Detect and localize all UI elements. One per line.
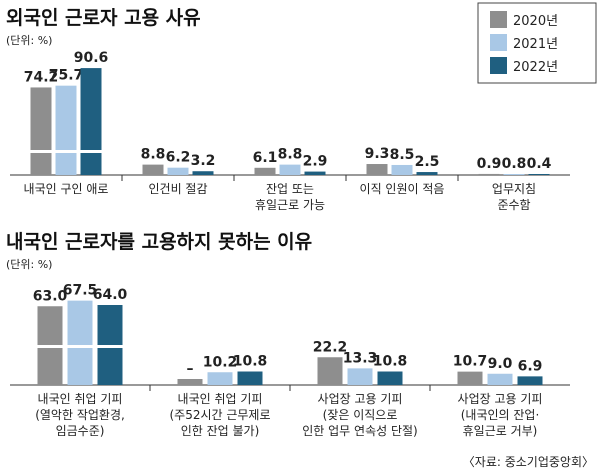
- axis-break-band: [37, 345, 63, 348]
- bar-2022-4: [528, 174, 550, 175]
- legend-swatch-2022: [490, 57, 507, 74]
- category-label-1-1: (주52시간 근무제로: [169, 408, 270, 422]
- legend-swatch-2020: [490, 11, 507, 28]
- bar-2020-2: [317, 357, 343, 385]
- value-label-2021-1: 6.2: [166, 150, 191, 166]
- value-label-2020-0: 63.0: [33, 288, 68, 304]
- bar-2022-0: [80, 68, 102, 175]
- bar-2020-0: [30, 87, 52, 175]
- chart1-title: 외국인 근로자 고용 사유: [6, 7, 201, 29]
- bar-2021-3: [391, 164, 413, 175]
- axis-break-band: [80, 150, 102, 153]
- legend-label-2021: 2021년: [513, 37, 558, 52]
- bar-2022-2: [304, 171, 326, 175]
- bar-2020-1: [177, 379, 203, 385]
- bar-2021-0: [55, 85, 77, 175]
- category-label-0-2: 임금수준): [56, 424, 105, 438]
- category-label-3-1: (내국인의 잔업·: [461, 408, 540, 422]
- category-label-3-2: 휴일근로 거부): [463, 424, 538, 438]
- value-label-2021-4: 0.8: [502, 156, 527, 172]
- chart2-title: 내국인 근로자를 고용하지 못하는 이유: [6, 231, 312, 253]
- value-label-2021-0: 75.7: [49, 68, 84, 84]
- bar-2022-2: [377, 371, 403, 385]
- bar-2021-1: [167, 167, 189, 175]
- category-label-0-0: 내국인 구인 애로: [24, 182, 109, 196]
- bar-2021-1: [207, 372, 233, 385]
- chart2-unit: (단위: %): [6, 258, 52, 271]
- category-label-2-0: 사업장 고용 기피: [318, 392, 403, 406]
- value-label-2022-0: 90.6: [74, 50, 109, 66]
- bar-2020-3: [366, 164, 388, 175]
- category-label-3-0: 사업장 고용 기피: [458, 392, 543, 406]
- category-label-4-0: 업무지침: [492, 182, 536, 196]
- value-label-2022-2: 2.9: [303, 154, 328, 170]
- value-label-2022-3: 2.5: [415, 154, 440, 170]
- source-note: 〈자료: 중소기업중앙회〉: [463, 455, 594, 469]
- bar-2020-4: [478, 173, 500, 175]
- bar-2022-3: [416, 172, 438, 175]
- bar-2021-3: [487, 373, 513, 385]
- value-label-2020-2: 6.1: [253, 150, 278, 166]
- value-label-2021-2: 8.8: [278, 147, 303, 163]
- bar-2020-1: [142, 164, 164, 175]
- value-label-2022-1: 10.8: [233, 354, 268, 370]
- bar-2021-4: [503, 174, 525, 175]
- value-label-2022-0: 64.0: [93, 287, 128, 303]
- value-label-2022-2: 10.8: [373, 354, 408, 370]
- axis-break-band: [97, 345, 123, 348]
- bar-2022-1: [237, 371, 263, 385]
- chart1-unit: (단위: %): [6, 34, 52, 47]
- legend-label-2022: 2022년: [513, 60, 558, 75]
- value-label-2022-1: 3.2: [191, 153, 216, 169]
- bar-2021-0: [67, 300, 93, 385]
- legend: 2020년 2021년 2022년: [477, 2, 597, 84]
- axis-break-band: [55, 150, 77, 153]
- value-label-2020-2: 22.2: [313, 339, 348, 355]
- value-label-2020-1: –: [187, 361, 194, 377]
- bar-2021-2: [347, 368, 373, 385]
- legend-swatch-2021: [490, 34, 507, 51]
- value-label-2022-3: 6.9: [518, 358, 543, 374]
- category-label-4-1: 준수함: [497, 198, 530, 212]
- category-label-2-1: 휴일근로 가능: [255, 198, 325, 212]
- value-label-2021-2: 13.3: [343, 350, 378, 366]
- bar-2020-3: [457, 371, 483, 385]
- category-label-0-1: (열악한 작업환경,: [35, 408, 125, 422]
- value-label-2021-0: 67.5: [63, 283, 98, 299]
- value-label-2021-3: 8.5: [390, 147, 415, 163]
- value-label-2020-3: 10.7: [453, 354, 488, 370]
- value-label-2020-4: 0.9: [477, 156, 502, 172]
- category-label-1-0: 인건비 절감: [148, 182, 207, 196]
- bar-2022-3: [517, 376, 543, 385]
- category-label-1-0: 내국인 취업 기피: [178, 392, 263, 406]
- category-label-2-1: (잦은 이직으로: [323, 408, 398, 422]
- axis-break-band: [67, 345, 93, 348]
- bar-2022-1: [192, 171, 214, 175]
- value-label-2022-4: 0.4: [527, 156, 552, 172]
- value-label-2020-1: 8.8: [141, 147, 166, 163]
- category-label-3-0: 이직 인원이 적음: [360, 182, 445, 196]
- value-label-2020-3: 9.3: [365, 146, 390, 162]
- category-label-2-0: 잔업 또는: [266, 182, 314, 196]
- bar-2020-2: [254, 167, 276, 175]
- legend-label-2020: 2020년: [513, 14, 558, 29]
- category-label-2-2: 인한 업무 연속성 단절): [302, 424, 418, 438]
- category-label-0-0: 내국인 취업 기피: [38, 392, 123, 406]
- axis-break-band: [30, 150, 52, 153]
- bar-2021-2: [279, 164, 301, 175]
- value-label-2020-0: 74.2: [24, 69, 59, 85]
- value-label-2021-1: 10.2: [203, 354, 238, 370]
- category-label-1-2: 인한 잔업 불가): [181, 424, 260, 438]
- value-label-2021-3: 9.0: [488, 356, 513, 372]
